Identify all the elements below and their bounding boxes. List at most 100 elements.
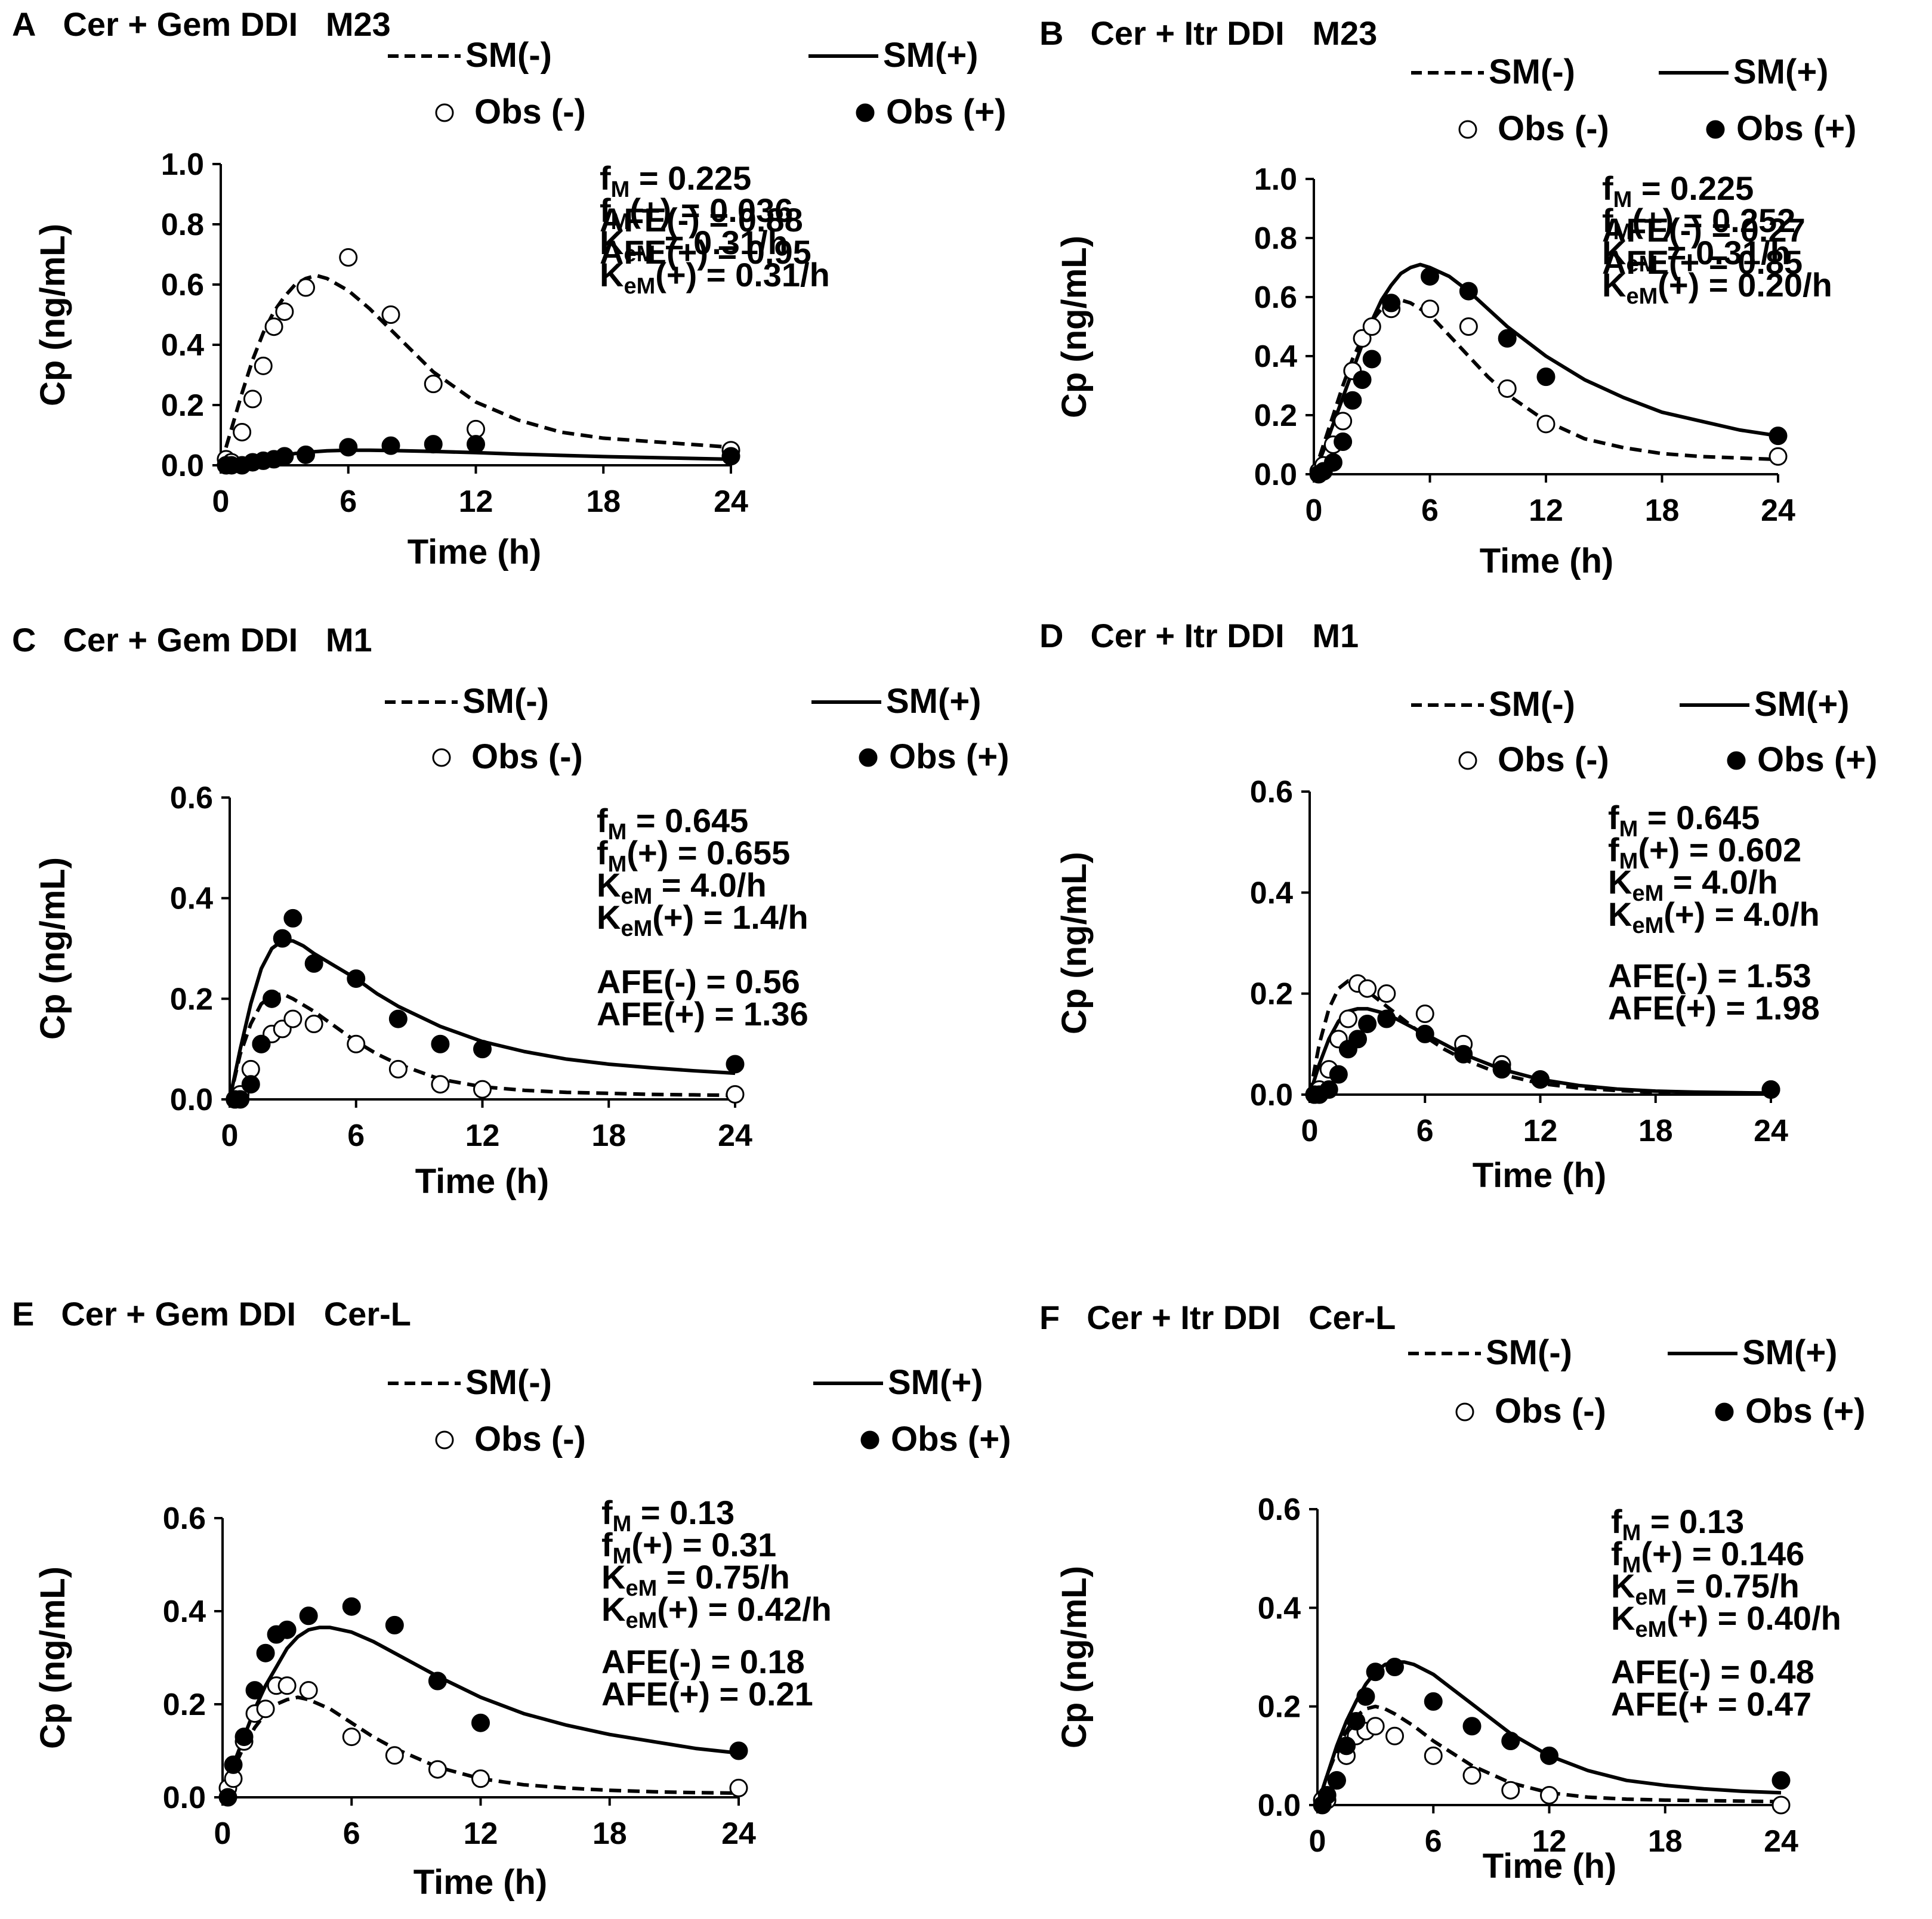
data-point-obs-plus (1536, 367, 1556, 387)
panel-letter: D (1039, 617, 1063, 654)
param-subscript: eM (1635, 1585, 1666, 1610)
param-text: (+) = 4.0/h (1664, 895, 1819, 933)
y-tick-label: 0.6 (161, 268, 204, 302)
data-point-obs-plus (1501, 1732, 1520, 1751)
panel-title-text: Cer + Itr DDI M23 (1090, 14, 1377, 52)
x-tick-label: 6 (1421, 493, 1439, 528)
x-tick-label: 24 (1754, 1114, 1788, 1148)
y-axis-label: Cp (ng/mL) (1055, 852, 1094, 1034)
data-point-obs-minus (1385, 1726, 1404, 1745)
data-point-obs-plus (304, 954, 323, 973)
data-point-obs-minus (1362, 317, 1381, 336)
data-point-obs-plus (1761, 1080, 1780, 1099)
x-axis-label: Time (h) (1473, 1156, 1607, 1195)
y-tick-label: 0.2 (170, 982, 213, 1016)
data-point-obs-plus (1415, 1024, 1434, 1043)
x-tick-label: 24 (1761, 493, 1795, 528)
legend-label-obs-minus: Obs (-) (1498, 109, 1609, 148)
param-subscript: M (1622, 1521, 1641, 1546)
panel-C: C Cer + Gem DDI M1 SM(-) SM(+) Obs (-) Obs (+… (12, 621, 1009, 1201)
param-subscript: M (608, 852, 627, 877)
y-axis-label: Cp (ng/mL) (33, 857, 72, 1040)
x-tick-label: 0 (212, 484, 230, 519)
param-text: f (1611, 1503, 1622, 1540)
param-subscript: eM (1632, 913, 1664, 938)
y-tick-label: 0.4 (170, 882, 213, 916)
param-line: fM = 0.225 (1602, 169, 1754, 212)
legend-label-obs-plus: Obs (+) (889, 737, 1009, 776)
param-text: K (1608, 895, 1632, 933)
data-point-obs-minus (1424, 1746, 1443, 1765)
y-tick-label: 0.4 (1254, 339, 1297, 374)
legend-label-obs-minus: Obs (-) (471, 737, 583, 776)
data-point-obs-plus (1362, 350, 1381, 369)
param-line: KeM = 0.75/h (601, 1558, 790, 1601)
data-point-obs-plus (256, 1643, 275, 1662)
param-subscript: eM (1635, 1617, 1666, 1642)
legend-label-sm-minus: SM(-) (1486, 1333, 1572, 1372)
param-text: (+) = 0.20/h (1658, 266, 1832, 304)
legend-filled-marker (860, 1430, 879, 1450)
y-tick-label: 0.6 (1254, 280, 1297, 315)
param-text: K (601, 1590, 625, 1628)
param-text: K (601, 1558, 625, 1596)
param-text: f (597, 834, 608, 872)
param-text: f (597, 802, 608, 839)
legend: SM(-) SM(+) Obs (-) Obs (+) (388, 36, 1006, 131)
legend-label-obs-plus: Obs (+) (886, 92, 1006, 131)
data-point-obs-minus (254, 356, 273, 375)
data-point-obs-minus (243, 390, 262, 409)
legend-label-sm-plus: SM(+) (1754, 685, 1850, 724)
x-tick-label: 24 (721, 1816, 756, 1851)
data-point-obs-minus (473, 1080, 492, 1099)
x-tick-label: 18 (586, 484, 621, 519)
param-line: fM(+) = 0.146 (1611, 1535, 1804, 1578)
afe-line: AFE(-) = 0.18 (601, 1643, 805, 1680)
afe-line: AFE(-) = 0.56 (597, 963, 800, 1000)
legend-label-obs-minus: Obs (-) (1498, 740, 1609, 779)
param-subscript: eM (1626, 252, 1658, 277)
afe-line: AFE(-) = 0.88 (600, 201, 803, 239)
data-point-obs-plus (1531, 1070, 1550, 1089)
legend-label-obs-plus: Obs (+) (891, 1420, 1011, 1458)
data-point-obs-minus (277, 1676, 297, 1695)
panel-A: A Cer + Gem DDI M23 SM(-) SM(+) Obs (-) Obs (… (12, 5, 1006, 571)
param-text: (+) = 0.655 (626, 834, 790, 872)
param-text: = 0.31/h (655, 224, 788, 261)
param-subscript: eM (625, 1576, 657, 1601)
legend-filled-marker (1706, 120, 1725, 139)
panel-letter: B (1039, 14, 1063, 52)
y-tick-label: 0.6 (163, 1501, 206, 1536)
data-point-obs-plus (277, 1620, 297, 1639)
legend-label-sm-minus: SM(-) (465, 36, 552, 75)
data-point-obs-plus (1353, 370, 1372, 390)
legend: SM(-) SM(+) Obs (-) Obs (+) (385, 682, 1009, 776)
param-subscript: M (611, 177, 630, 202)
param-text: = 4.0/h (652, 866, 766, 904)
param-text: f (1608, 799, 1619, 836)
data-point-obs-plus (388, 1009, 408, 1028)
series-line-sm-minus (221, 1695, 739, 1799)
data-point-obs-minus (264, 317, 283, 336)
param-text: = 0.645 (1638, 799, 1760, 836)
data-point-obs-plus (431, 1034, 450, 1053)
param-text: f (601, 1526, 613, 1563)
y-tick-label: 0.2 (1258, 1690, 1301, 1725)
y-tick-label: 0.4 (1250, 876, 1293, 910)
data-point-obs-plus (1769, 427, 1788, 446)
panel-title-text: Cer + Gem DDI M1 (63, 621, 372, 659)
data-point-obs-minus (1338, 1009, 1357, 1028)
x-tick-label: 6 (340, 484, 357, 519)
series-line-sm-minus (228, 991, 736, 1100)
data-point-obs-plus (339, 438, 358, 457)
data-point-obs-plus (297, 445, 315, 464)
param-text: (+) = 0.31/h (655, 256, 830, 293)
legend-filled-marker (859, 748, 878, 767)
legend-label-obs-plus: Obs (+) (1736, 109, 1856, 148)
data-point-obs-plus (1377, 1009, 1396, 1028)
param-text: K (1608, 863, 1632, 901)
x-tick-label: 6 (343, 1816, 360, 1851)
